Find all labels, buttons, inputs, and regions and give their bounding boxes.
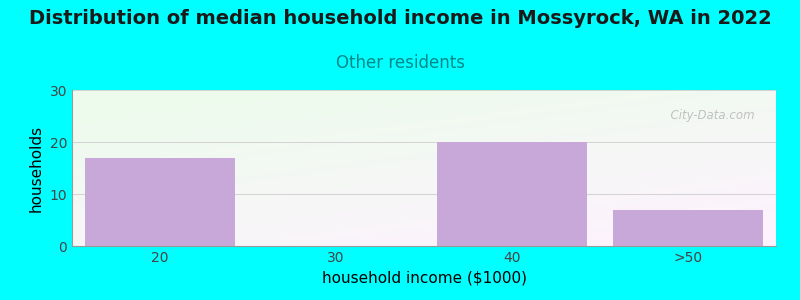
Bar xyxy=(85,158,235,246)
Text: City-Data.com: City-Data.com xyxy=(663,109,755,122)
Text: Other residents: Other residents xyxy=(335,54,465,72)
X-axis label: household income ($1000): household income ($1000) xyxy=(322,270,526,285)
Y-axis label: households: households xyxy=(29,124,44,212)
Text: Distribution of median household income in Mossyrock, WA in 2022: Distribution of median household income … xyxy=(29,9,771,28)
Bar xyxy=(614,210,763,246)
Bar xyxy=(438,142,587,246)
